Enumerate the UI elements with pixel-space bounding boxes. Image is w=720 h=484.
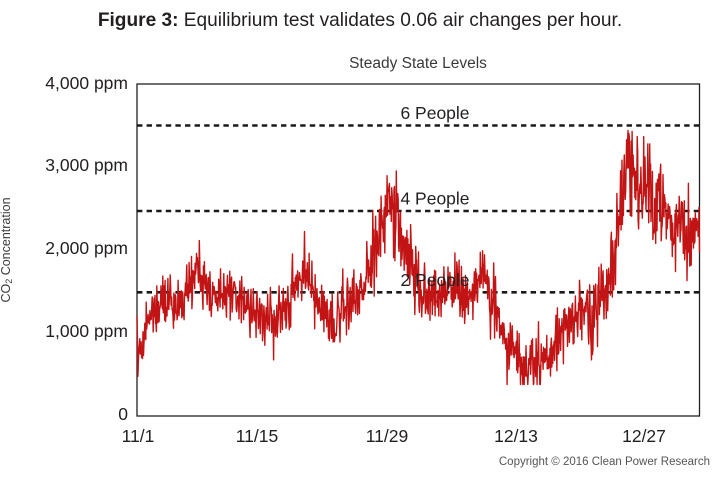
svg-text:4 People: 4 People xyxy=(400,189,469,209)
svg-text:2 People: 2 People xyxy=(400,270,469,290)
svg-text:6 People: 6 People xyxy=(400,103,469,123)
